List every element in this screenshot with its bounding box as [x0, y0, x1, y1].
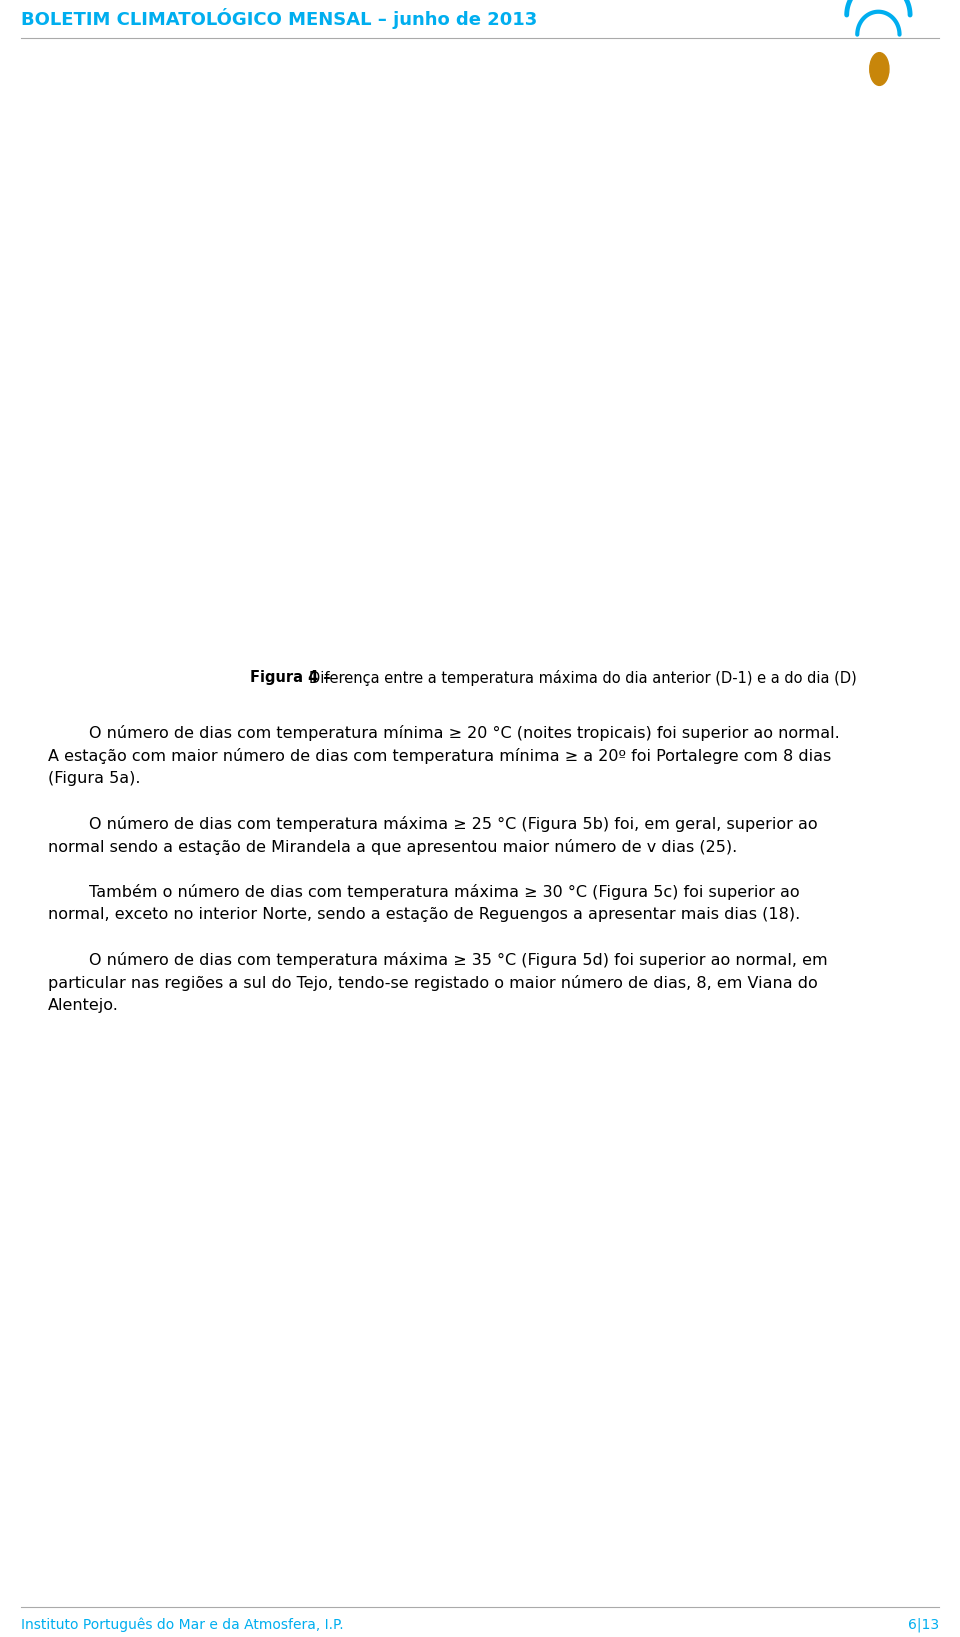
Text: A estação com maior número de dias com temperatura mínima ≥ a 20º foi Portalegre: A estação com maior número de dias com t… — [48, 748, 831, 764]
Text: Figura 4 –: Figura 4 – — [250, 670, 335, 684]
Text: O número de dias com temperatura mínima ≥ 20 °C (noites tropicais) foi superior : O número de dias com temperatura mínima … — [48, 725, 840, 742]
Text: O número de dias com temperatura máxima ≥ 35 °C (Figura 5d) foi superior ao norm: O número de dias com temperatura máxima … — [48, 953, 828, 967]
Text: normal, exceto no interior Norte, sendo a estação de Reguengos a apresentar mais: normal, exceto no interior Norte, sendo … — [48, 907, 801, 922]
Text: (Figura 5a).: (Figura 5a). — [48, 771, 140, 786]
Text: Também o número de dias com temperatura máxima ≥ 30 °C (Figura 5c) foi superior : Também o número de dias com temperatura … — [48, 884, 800, 900]
Text: normal sendo a estação de Mirandela a que apresentou maior número de v dias (25): normal sendo a estação de Mirandela a qu… — [48, 840, 737, 855]
Text: O número de dias com temperatura máxima ≥ 25 °C (Figura 5b) foi, em geral, super: O número de dias com temperatura máxima … — [48, 815, 818, 832]
Text: particular nas regiões a sul do Tejo, tendo-se registado o maior número de dias,: particular nas regiões a sul do Tejo, te… — [48, 976, 818, 990]
Text: 6|13: 6|13 — [908, 1617, 939, 1632]
Text: Instituto Português do Mar e da Atmosfera, I.P.: Instituto Português do Mar e da Atmosfer… — [21, 1617, 344, 1632]
Text: BOLETIM CLIMATOLÓGICO MENSAL – junho de 2013: BOLETIM CLIMATOLÓGICO MENSAL – junho de … — [21, 8, 538, 29]
Text: Diferença entre a temperatura máxima do dia anterior (D-1) e a do dia (D): Diferença entre a temperatura máxima do … — [309, 670, 857, 686]
Text: Alentejo.: Alentejo. — [48, 999, 119, 1013]
Circle shape — [870, 52, 889, 85]
